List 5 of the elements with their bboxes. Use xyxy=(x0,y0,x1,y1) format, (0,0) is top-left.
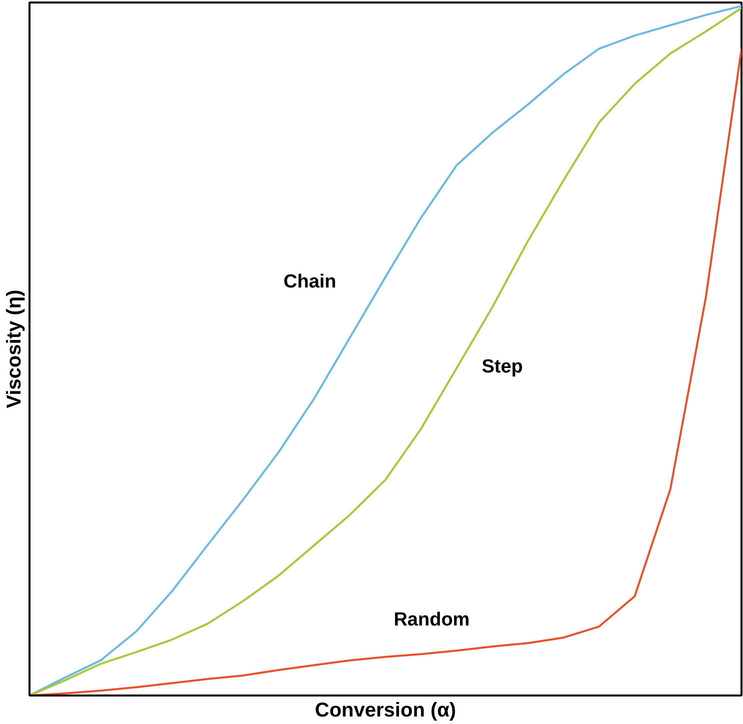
series-label: Random xyxy=(394,610,470,631)
y-axis-title: Viscosity (η) xyxy=(4,290,26,408)
series-label: Chain xyxy=(284,272,336,293)
x-axis-title: Conversion (α) xyxy=(314,700,456,722)
series-label: Step xyxy=(482,356,523,378)
